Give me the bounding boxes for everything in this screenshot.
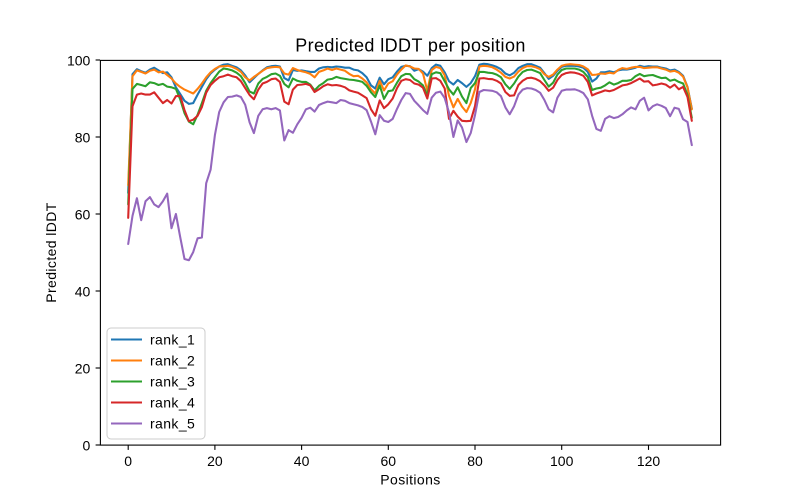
svg-text:80: 80 (467, 453, 483, 469)
svg-text:0: 0 (83, 437, 91, 453)
svg-text:20: 20 (207, 453, 223, 469)
svg-text:rank_5: rank_5 (150, 416, 195, 432)
svg-text:100: 100 (67, 52, 91, 68)
svg-text:0: 0 (124, 453, 132, 469)
svg-text:40: 40 (294, 453, 310, 469)
svg-text:Predicted lDDT: Predicted lDDT (43, 202, 59, 303)
svg-text:Positions: Positions (380, 472, 440, 488)
svg-text:rank_3: rank_3 (150, 374, 195, 390)
svg-text:120: 120 (637, 453, 661, 469)
svg-text:80: 80 (75, 129, 91, 145)
svg-text:20: 20 (75, 360, 91, 376)
svg-text:60: 60 (75, 206, 91, 222)
svg-text:60: 60 (381, 453, 397, 469)
svg-text:rank_2: rank_2 (150, 353, 195, 369)
svg-text:rank_1: rank_1 (150, 332, 195, 348)
svg-text:rank_4: rank_4 (150, 395, 195, 411)
svg-text:100: 100 (550, 453, 574, 469)
svg-text:Predicted lDDT per position: Predicted lDDT per position (295, 35, 526, 55)
svg-text:40: 40 (75, 283, 91, 299)
